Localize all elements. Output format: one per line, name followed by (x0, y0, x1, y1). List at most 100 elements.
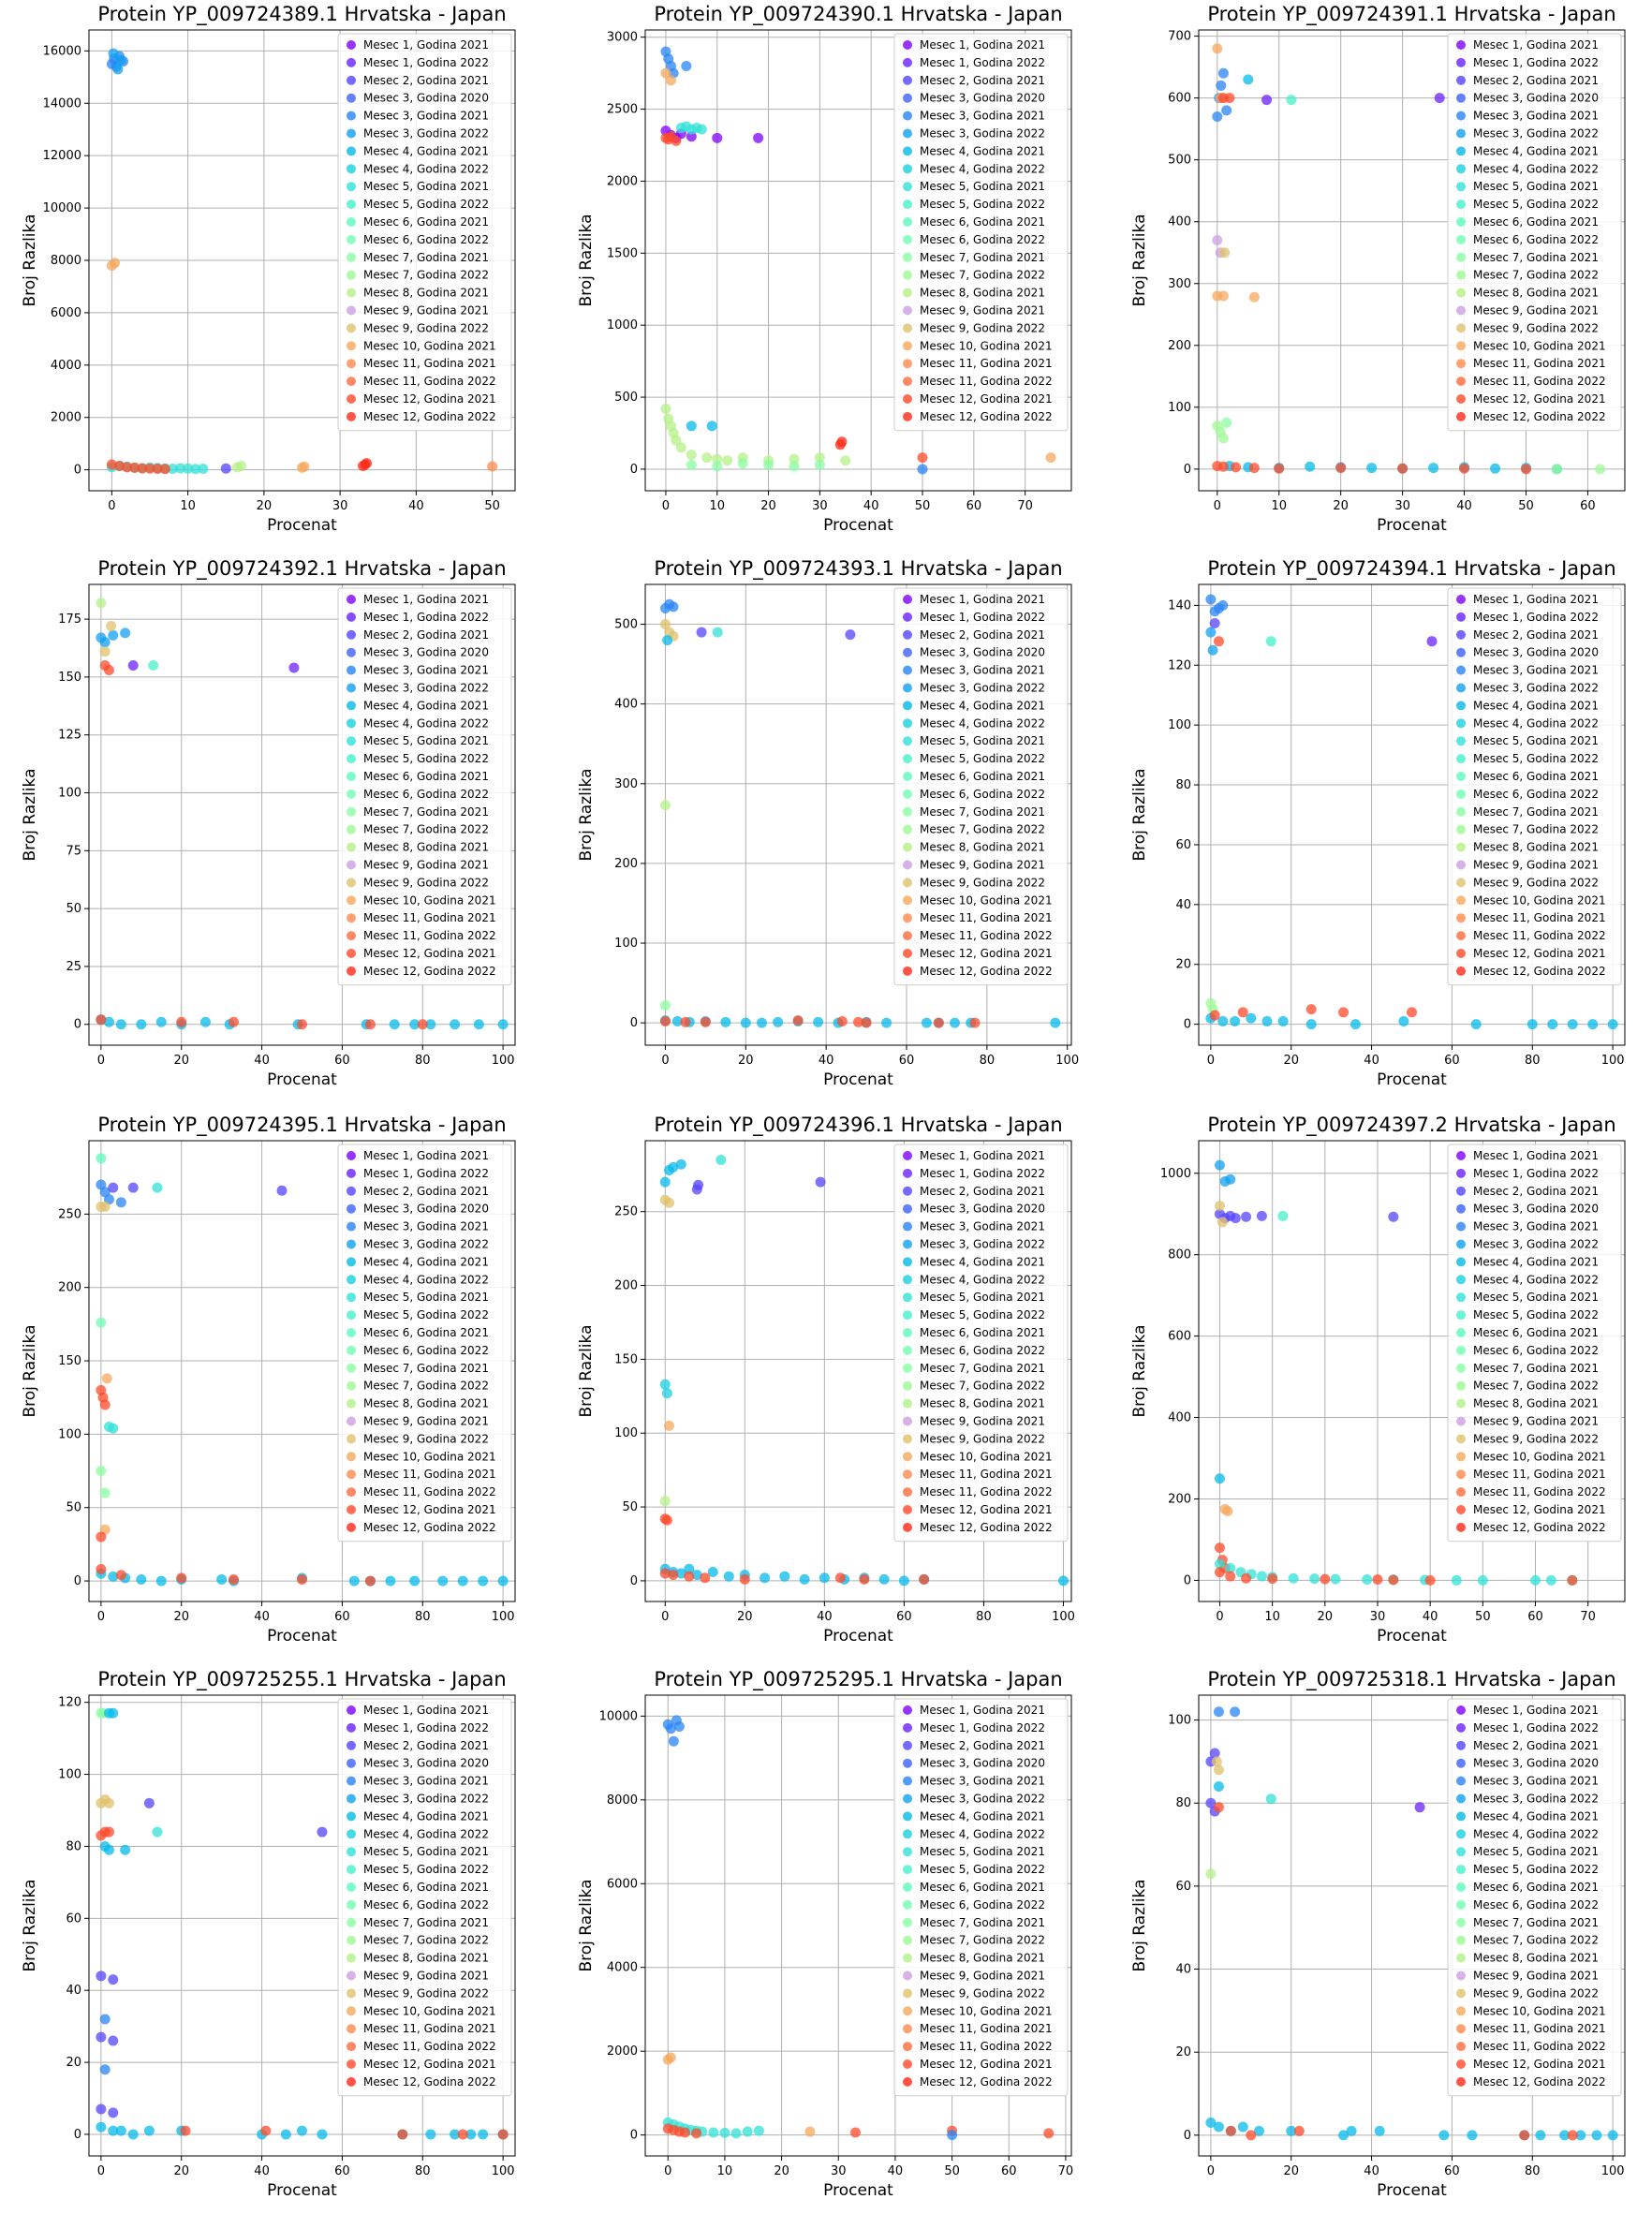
legend-entry: Mesec 11, Godina 2021 (920, 357, 1053, 370)
legend-marker (1456, 217, 1466, 227)
legend-marker (903, 1811, 912, 1822)
data-point (1209, 618, 1220, 629)
legend-marker (1456, 1328, 1466, 1337)
legend-entry: Mesec 3, Godina 2020 (363, 1203, 489, 1216)
legend-entry: Mesec 7, Godina 2022 (363, 823, 489, 836)
legend-marker (347, 2076, 356, 2087)
legend-entry: Mesec 5, Godina 2022 (1473, 1863, 1599, 1876)
x-tick-label: 10 (709, 499, 725, 513)
legend-entry: Mesec 6, Godina 2022 (363, 233, 489, 246)
data-point (1277, 1210, 1289, 1221)
y-tick-label: 0 (630, 1574, 638, 1588)
data-point (1320, 1573, 1331, 1585)
legend-entry: Mesec 6, Godina 2022 (1473, 1344, 1599, 1357)
legend-marker (347, 1776, 356, 1786)
legend-marker (1456, 288, 1466, 298)
legend-entry: Mesec 10, Godina 2021 (363, 893, 496, 907)
chart-title: Protein YP_009724389.1 Hrvatska - Japan (97, 3, 506, 26)
legend-marker (1456, 1292, 1466, 1303)
data-point (1230, 1015, 1241, 1026)
y-tick-label: 0 (74, 464, 81, 478)
legend-entry: Mesec 3, Godina 2022 (363, 1793, 489, 1806)
legend-marker (347, 878, 356, 888)
legend-entry: Mesec 11, Godina 2022 (920, 375, 1053, 388)
data-point (1372, 1574, 1383, 1586)
legend-marker (903, 1722, 912, 1733)
legend-entry: Mesec 6, Godina 2022 (1473, 233, 1599, 246)
data-point (96, 2121, 107, 2133)
data-point (103, 1016, 114, 1027)
data-point (1237, 1007, 1248, 1018)
legend-marker (1456, 1203, 1466, 1214)
legend: Mesec 1, Godina 2021 Mesec 1, Godina 2022… (1447, 587, 1622, 986)
legend-marker (347, 736, 356, 746)
legend-marker (347, 305, 356, 316)
legend-marker (347, 754, 356, 764)
legend-entry: Mesec 11, Godina 2022 (1473, 375, 1606, 388)
legend-entry: Mesec 3, Godina 2021 (920, 664, 1045, 677)
data-point (96, 1970, 107, 1982)
legend-marker (347, 75, 356, 85)
legend-marker (903, 1505, 912, 1514)
legend-entry: Mesec 11, Godina 2021 (1473, 357, 1606, 370)
legend-entry: Mesec 9, Godina 2022 (920, 1432, 1045, 1445)
data-point (1362, 1574, 1373, 1586)
legend-entry: Mesec 3, Godina 2022 (363, 682, 489, 695)
data-point (1205, 627, 1217, 638)
x-tick-label: 70 (1058, 2164, 1074, 2178)
legend-entry: Mesec 8, Godina 2021 (363, 287, 489, 300)
legend-entry: Mesec 5, Godina 2022 (920, 198, 1045, 211)
data-point (673, 1721, 685, 1733)
legend-marker (903, 754, 912, 764)
legend-marker (903, 305, 912, 316)
chart-panel-8: Protein YP_009724396.1 Hrvatska - Japan 0… (577, 1114, 1075, 1646)
legend-entry: Mesec 9, Godina 2021 (363, 859, 489, 872)
legend-marker (1456, 1705, 1466, 1715)
legend-marker (347, 1705, 356, 1715)
x-tick-label: 0 (1207, 1054, 1215, 1068)
legend-entry: Mesec 8, Godina 2021 (920, 287, 1045, 300)
legend-marker (1456, 394, 1466, 404)
legend-entry: Mesec 5, Godina 2021 (363, 180, 489, 193)
data-point (348, 1575, 360, 1587)
legend-marker (903, 376, 912, 387)
legend-entry: Mesec 12, Godina 2021 (363, 2058, 496, 2071)
data-point (700, 1572, 711, 1584)
y-tick-label: 1000 (607, 318, 638, 332)
data-point (96, 1153, 107, 1164)
legend-entry: Mesec 1, Godina 2021 (920, 593, 1045, 606)
x-axis-label: Procenat (1377, 516, 1447, 535)
legend: Mesec 1, Godina 2021 Mesec 1, Godina 2022… (337, 1144, 512, 1542)
data-point (1205, 594, 1217, 605)
data-point (1231, 462, 1242, 473)
legend-marker (903, 931, 912, 941)
scatter-points (96, 1153, 509, 1587)
data-point (108, 1182, 119, 1193)
data-point (364, 1575, 376, 1587)
data-point (106, 621, 117, 632)
data-point (297, 1573, 307, 1585)
legend-marker (903, 57, 912, 67)
data-point (103, 1844, 114, 1855)
legend-entry: Mesec 9, Godina 2022 (363, 1432, 489, 1445)
chart-title: Protein YP_009725255.1 Hrvatska - Japan (97, 1668, 506, 1691)
legend-marker (347, 1847, 356, 1857)
data-point (103, 1797, 114, 1808)
data-point (297, 2125, 307, 2136)
legend-entry: Mesec 6, Godina 2021 (920, 1881, 1045, 1894)
legend-entry: Mesec 12, Godina 2021 (363, 947, 496, 960)
legend-marker (903, 2059, 912, 2069)
legend-marker (1456, 878, 1466, 888)
legend-entry: Mesec 4, Godina 2022 (920, 1827, 1045, 1840)
legend: Mesec 1, Godina 2021 Mesec 1, Godina 2022… (1447, 33, 1622, 432)
x-tick-label: 60 (1444, 1054, 1460, 1068)
scatter-points (1212, 43, 1606, 475)
scatter-points (659, 1155, 1069, 1587)
axes-frame (88, 583, 516, 1046)
y-tick-label: 8000 (51, 254, 81, 268)
legend-marker (1456, 949, 1466, 958)
legend-marker (903, 665, 912, 675)
chart-title: Protein YP_009724396.1 Hrvatska - Japan (654, 1114, 1062, 1137)
legend-marker (347, 2024, 356, 2034)
legend-entry: Mesec 7, Godina 2022 (920, 1934, 1045, 1947)
